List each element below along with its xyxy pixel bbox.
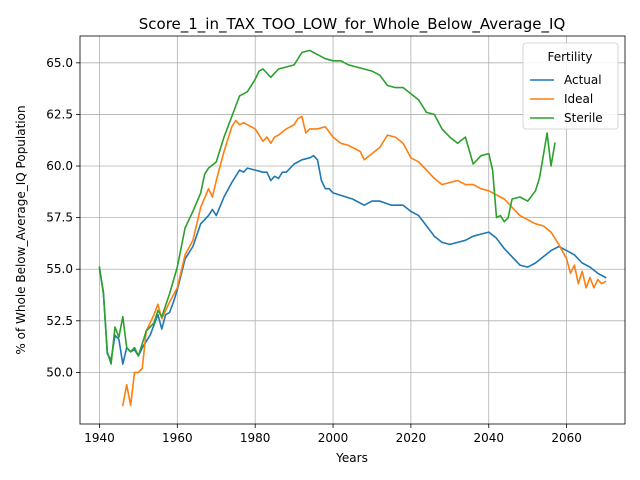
x-tick-label: 2020	[396, 431, 427, 445]
x-axis-ticks: 1940 1960 1980 2000 2020 2040 2060	[84, 424, 582, 445]
legend-label-sterile: Sterile	[564, 111, 603, 125]
y-tick-label: 57.5	[46, 211, 73, 225]
y-tick-label: 62.5	[46, 107, 73, 121]
x-tick-label: 2040	[473, 431, 504, 445]
x-axis-label: Years	[335, 451, 368, 465]
y-tick-label: 50.0	[46, 365, 73, 379]
x-tick-label: 1980	[240, 431, 271, 445]
chart-title: Score_1_in_TAX_TOO_LOW_for_Whole_Below_A…	[139, 15, 566, 34]
legend-title: Fertility	[547, 50, 592, 64]
series-line-ideal	[121, 115, 607, 407]
legend-box	[522, 42, 619, 130]
y-tick-label: 65.0	[46, 56, 73, 70]
series-lines	[98, 49, 607, 407]
legend-label-actual: Actual	[564, 73, 602, 87]
y-tick-label: 52.5	[46, 314, 73, 328]
y-axis-label: % of Whole Below_Average_IQ Population	[14, 105, 28, 354]
plot-area-frame	[79, 35, 626, 425]
y-tick-label: 55.0	[46, 262, 73, 276]
x-tick-label: 2000	[318, 431, 349, 445]
series-line-sterile	[98, 49, 556, 365]
y-axis-ticks: 50.0 52.5 55.0 57.5 60.0 62.5 65.0	[46, 56, 80, 379]
series-line-actual	[98, 154, 607, 365]
x-tick-label: 2060	[551, 431, 582, 445]
legend: Fertility Actual Ideal Sterile	[522, 42, 619, 130]
legend-label-ideal: Ideal	[564, 92, 593, 106]
legend-entries: Actual Ideal Sterile	[530, 73, 603, 125]
x-tick-label: 1940	[84, 431, 115, 445]
y-tick-label: 60.0	[46, 159, 73, 173]
x-tick-label: 1960	[162, 431, 193, 445]
